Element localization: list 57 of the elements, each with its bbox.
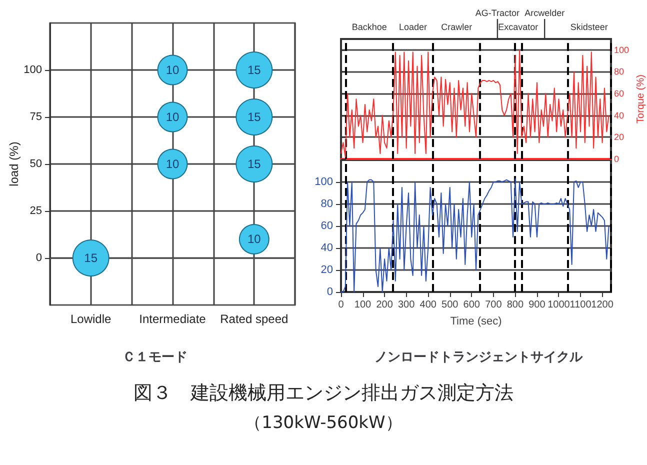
y-tick-label: 75 xyxy=(30,111,42,123)
y-tick-label: 25 xyxy=(30,205,42,217)
y-tick-label: 100 xyxy=(24,64,42,76)
text: ノンロードトランジェントサイクル xyxy=(374,349,584,364)
x-tick-label: Lowidle xyxy=(70,312,112,326)
y2-tick-label: 80 xyxy=(614,66,624,77)
text: Loader xyxy=(398,22,427,32)
text: （130kW-560kW） xyxy=(244,412,404,435)
x-tick-label: 500 xyxy=(442,300,459,310)
x-tick-label: 1200 xyxy=(591,300,614,310)
annotation: 15 xyxy=(247,63,262,77)
text: Skidsteer xyxy=(570,22,608,32)
y-tick-label: 40 xyxy=(320,242,333,254)
y-tick-label: 60 xyxy=(320,220,333,232)
y-tick-label: 100 xyxy=(314,176,333,188)
text: Backhoe xyxy=(352,22,387,32)
text: Ｃ１モード xyxy=(122,349,188,364)
annotation: 10 xyxy=(166,157,180,171)
y2-tick-label: 20 xyxy=(614,132,624,142)
annotation: 10 xyxy=(247,232,262,246)
line-series xyxy=(340,178,610,292)
x-tick-label: 1000 xyxy=(548,300,570,310)
x-tick-label: 900 xyxy=(528,300,546,310)
y-axis-title: load (%) xyxy=(7,142,21,186)
x-tick-label: 300 xyxy=(398,300,416,310)
x-tick-label: 0 xyxy=(338,300,344,310)
x-tick-label: 400 xyxy=(420,300,437,310)
y-tick-label: 0 xyxy=(36,252,42,264)
annotation: 10 xyxy=(166,110,180,124)
text: AG-Tractor xyxy=(475,8,520,18)
annotation: 10 xyxy=(166,63,180,77)
annotation: 15 xyxy=(247,110,262,124)
y-tick-label: 50 xyxy=(30,158,42,170)
y2-tick-label: 100 xyxy=(614,44,630,55)
y2-tick-label: 40 xyxy=(614,110,624,120)
text: Excavator xyxy=(498,22,538,32)
y-tick-label: 0 xyxy=(326,286,333,298)
x-tick-label: Intermediate xyxy=(139,312,206,326)
y-tick-label: 20 xyxy=(320,264,333,276)
x-tick-label: 100 xyxy=(354,300,372,310)
x-tick-label: 1100 xyxy=(570,300,592,310)
x-tick-label: Rated speed xyxy=(220,312,288,326)
x-axis-title: Time (sec) xyxy=(450,316,502,328)
caption: 図３ 建設機械用エンジン排出ガス測定方法 xyxy=(132,381,514,406)
y2-tick-label: 0 xyxy=(614,154,620,164)
x-tick-label: 200 xyxy=(376,300,394,310)
x-tick-label: 700 xyxy=(485,300,502,310)
x-tick-label: 800 xyxy=(506,300,524,310)
y2-tick-label: 60 xyxy=(614,88,624,99)
y-tick-label: 80 xyxy=(320,198,333,210)
text: Crawler xyxy=(441,22,472,32)
y2-axis-title: Torque (%) xyxy=(636,74,646,124)
annotation: 15 xyxy=(247,157,262,171)
annotation: 15 xyxy=(84,251,98,265)
text: Arcwelder xyxy=(524,8,565,18)
x-tick-label: 600 xyxy=(463,300,480,310)
line-series xyxy=(340,49,610,158)
